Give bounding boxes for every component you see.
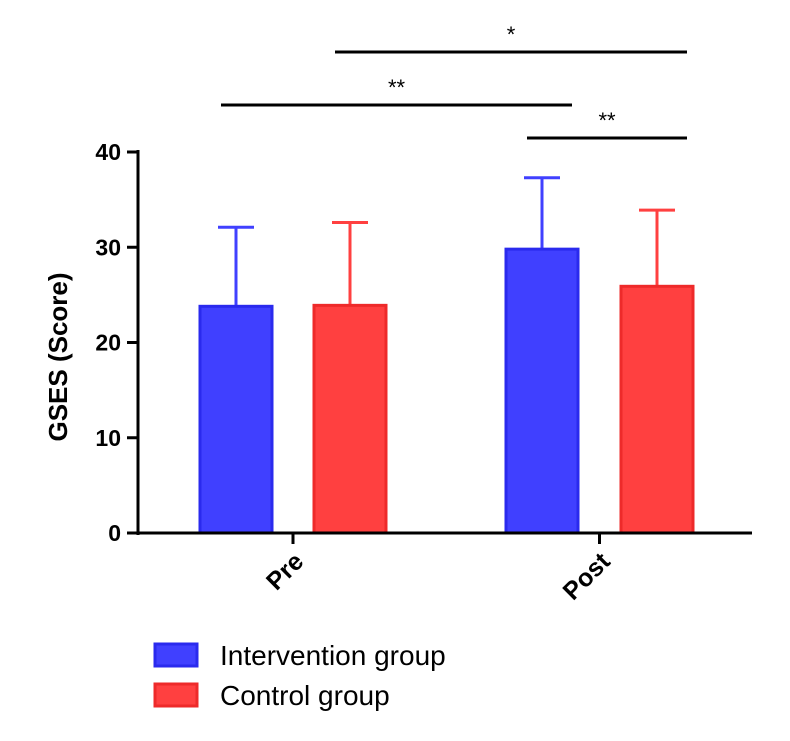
y-tick-label-10: 10 [95, 425, 121, 451]
x-tick-label-post: Post [558, 547, 617, 606]
y-tick-label-0: 0 [108, 520, 121, 546]
significance-label-1: * [507, 22, 516, 47]
bar-post-control-group [621, 286, 693, 533]
y-axis-label: GSES (Score) [43, 272, 73, 441]
y-tick-label-20: 20 [95, 330, 121, 356]
legend-label-intervention-group: Intervention group [220, 640, 446, 671]
y-tick-label-30: 30 [95, 234, 121, 260]
x-tick-label-pre: Pre [261, 547, 309, 595]
significance-label-3: ** [598, 108, 616, 133]
legend-swatch-control-group [155, 684, 197, 706]
bar-chart: ***** 010203040Pre Post GSES (Score) Inte… [0, 0, 790, 741]
legend: Intervention group Control group [155, 640, 446, 711]
y-tick-label-40: 40 [95, 139, 121, 165]
significance-label-2: ** [388, 75, 406, 100]
legend-label-control-group: Control group [220, 680, 390, 711]
significance-annotations: ***** [221, 22, 687, 138]
error-bars [218, 178, 675, 307]
bars [200, 249, 693, 533]
legend-swatch-intervention-group [155, 644, 197, 666]
bar-pre-control-group [314, 305, 386, 533]
bar-pre-intervention-group [200, 306, 272, 533]
bar-post-intervention-group [506, 249, 578, 533]
